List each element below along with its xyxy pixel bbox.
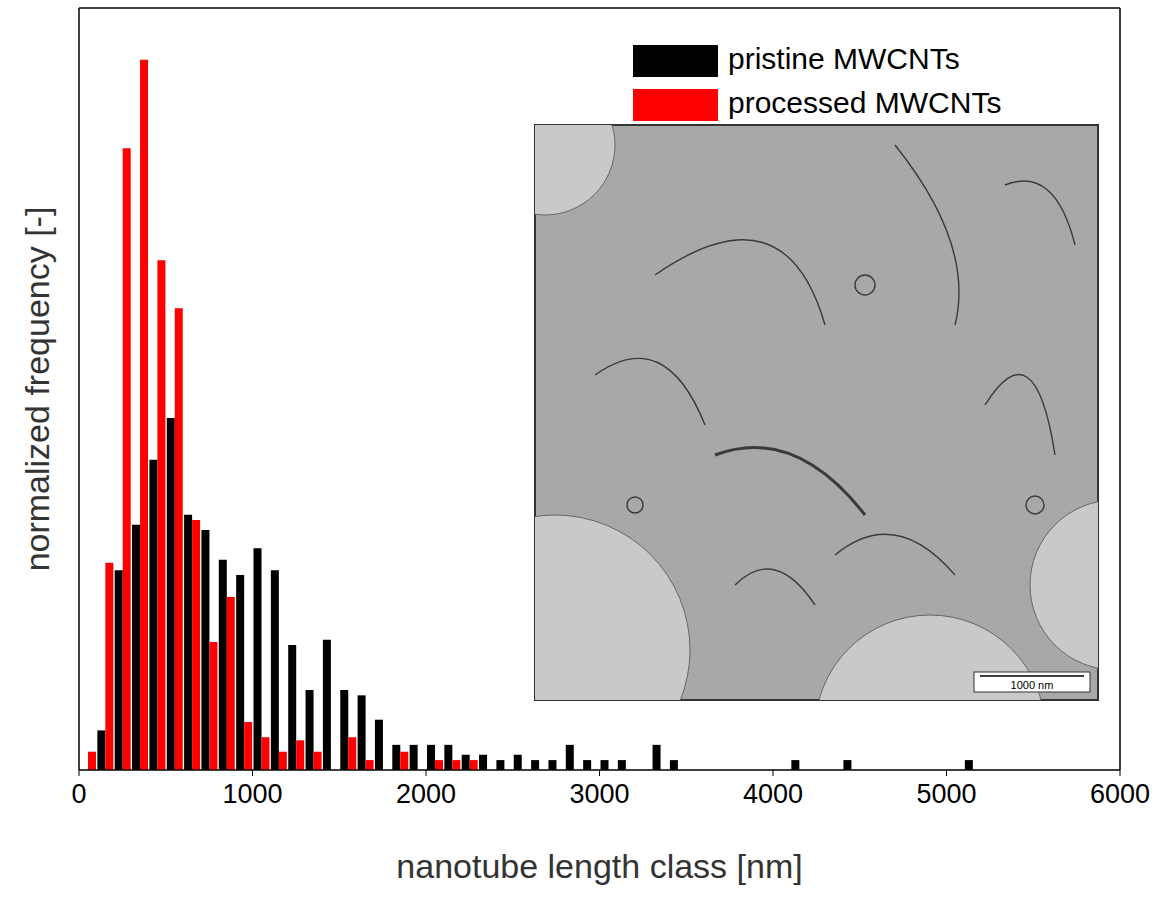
svg-text:4000: 4000 <box>743 779 803 809</box>
svg-text:5000: 5000 <box>916 779 976 809</box>
svg-text:1000: 1000 <box>222 779 282 809</box>
svg-text:2000: 2000 <box>396 779 456 809</box>
svg-text:nanotube length class [nm]: nanotube length class [nm] <box>396 847 802 885</box>
svg-text:processed MWCNTs: processed MWCNTs <box>728 86 1001 119</box>
svg-text:pristine MWCNTs: pristine MWCNTs <box>728 42 960 75</box>
svg-text:3000: 3000 <box>569 779 629 809</box>
svg-text:1000 nm: 1000 nm <box>1011 679 1054 691</box>
svg-text:0: 0 <box>71 779 86 809</box>
svg-text:normalized frequency [-]: normalized frequency [-] <box>18 207 56 572</box>
svg-text:6000: 6000 <box>1090 779 1150 809</box>
